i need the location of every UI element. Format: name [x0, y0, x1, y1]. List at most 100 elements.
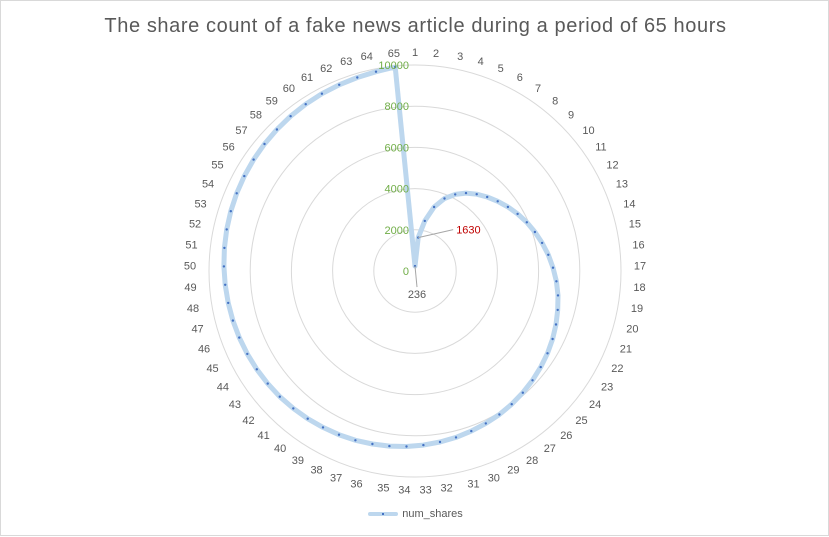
category-label-31: 31 — [467, 479, 479, 491]
category-label-35: 35 — [377, 483, 389, 495]
data-point-60 — [304, 103, 307, 106]
data-label-2: 1630 — [456, 225, 480, 237]
category-label-19: 19 — [631, 303, 643, 315]
category-label-39: 39 — [292, 455, 304, 467]
legend: num_shares — [1, 508, 829, 520]
data-point-5 — [443, 197, 446, 200]
grid-ring-10000 — [208, 64, 622, 478]
data-point-54 — [235, 192, 238, 195]
category-labels: 1 2 3 4567891011121314151617181920212223242… — [184, 47, 646, 497]
data-point-59 — [289, 115, 292, 118]
category-label-34: 34 — [398, 485, 410, 497]
data-point-45 — [246, 352, 249, 356]
series-line-num-shares — [221, 64, 561, 449]
category-label-36: 36 — [350, 479, 362, 491]
data-point-14 — [533, 230, 537, 234]
category-label-55: 55 — [211, 160, 223, 172]
category-label-17: 17 — [634, 261, 646, 273]
data-point-21 — [554, 323, 558, 326]
category-label-49: 49 — [184, 282, 196, 294]
category-label-47: 47 — [191, 324, 203, 336]
data-point-36 — [371, 442, 374, 446]
data-point-31 — [454, 436, 458, 439]
data-label-leader-2 — [418, 229, 454, 239]
data-point-52 — [225, 228, 228, 231]
data-point-9 — [486, 195, 489, 199]
data-labels: 236 1630 — [408, 225, 481, 302]
category-label-14: 14 — [623, 198, 635, 210]
data-point-56 — [252, 158, 255, 161]
chart-title: The share count of a fake news article d… — [104, 15, 727, 37]
data-point-11 — [506, 205, 510, 209]
data-point-7 — [464, 191, 468, 195]
data-point-37 — [354, 439, 357, 442]
data-point-65 — [394, 65, 397, 69]
radial-tick-8000: 8000 — [385, 101, 409, 113]
category-label-56: 56 — [223, 142, 235, 154]
category-label-42: 42 — [242, 415, 254, 427]
category-label-48: 48 — [187, 303, 199, 315]
category-label-27: 27 — [544, 443, 556, 455]
category-label-22: 22 — [611, 363, 623, 375]
data-point-10 — [496, 200, 499, 203]
category-label-40: 40 — [274, 443, 286, 455]
category-label-29: 29 — [507, 465, 519, 477]
data-point-38 — [337, 433, 341, 436]
data-point-19 — [556, 294, 560, 297]
data-point-49 — [224, 283, 227, 286]
data-point-44 — [255, 368, 258, 371]
category-label-43: 43 — [229, 399, 241, 411]
grid-ring-8000 — [249, 105, 581, 437]
category-label-15: 15 — [629, 219, 641, 231]
data-point-53 — [229, 210, 232, 213]
category-label-32: 32 — [440, 483, 452, 495]
series-num-shares — [221, 64, 561, 449]
data-point-48 — [227, 301, 230, 305]
data-point-46 — [238, 336, 241, 339]
category-label-41: 41 — [258, 430, 270, 442]
category-label-8: 8 — [552, 95, 558, 107]
data-point-39 — [321, 426, 325, 429]
category-label-4: 4 — [478, 56, 484, 68]
data-point-27 — [510, 403, 513, 406]
category-label-44: 44 — [217, 382, 229, 394]
category-label-28: 28 — [526, 455, 538, 467]
category-label-37: 37 — [330, 473, 342, 485]
category-label-9: 9 — [568, 109, 574, 121]
category-label-10: 10 — [582, 125, 594, 137]
category-label-20: 20 — [626, 324, 638, 336]
category-label-26: 26 — [560, 430, 572, 442]
grid-ring-4000 — [332, 188, 498, 354]
category-label-24: 24 — [589, 399, 601, 411]
data-point-4 — [432, 205, 436, 209]
data-point-24 — [539, 365, 542, 369]
data-point-22 — [551, 337, 554, 341]
radial-tick-0: 0 — [403, 266, 409, 278]
data-point-40 — [306, 417, 309, 420]
radial-tick-10000: 10000 — [378, 60, 409, 72]
category-label-38: 38 — [310, 465, 322, 477]
data-point-61 — [320, 92, 324, 95]
category-label-45: 45 — [206, 363, 218, 375]
data-point-34 — [405, 445, 408, 448]
legend-label: num_shares — [402, 508, 463, 520]
category-label-30: 30 — [488, 473, 500, 485]
data-point-16 — [547, 253, 550, 256]
data-point-29 — [484, 422, 487, 425]
data-point-25 — [531, 379, 534, 382]
data-label-leader-1 — [414, 266, 418, 288]
category-label-21: 21 — [620, 344, 632, 356]
data-point-30 — [470, 429, 473, 433]
data-label-1: 236 — [408, 289, 426, 301]
data-point-51 — [223, 246, 226, 250]
category-label-50: 50 — [184, 261, 196, 273]
data-point-41 — [292, 407, 295, 410]
category-label-63: 63 — [340, 56, 352, 68]
data-point-33 — [422, 443, 425, 447]
data-point-6 — [454, 193, 457, 196]
category-label-16: 16 — [632, 240, 644, 252]
category-label-60: 60 — [283, 83, 295, 95]
category-label-51: 51 — [185, 240, 197, 252]
data-point-55 — [243, 174, 246, 178]
